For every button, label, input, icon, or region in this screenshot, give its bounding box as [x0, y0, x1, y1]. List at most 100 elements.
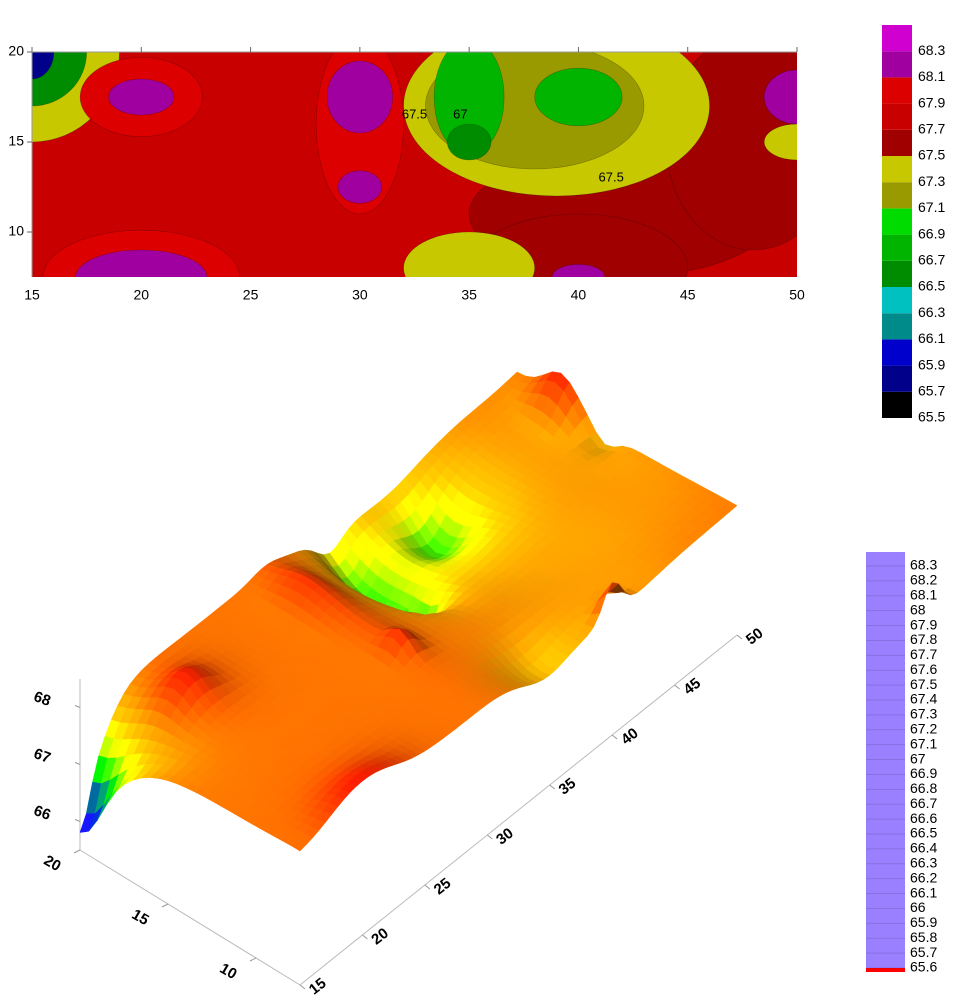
x-tick-label: 50 [743, 625, 767, 649]
z-tick-label: 66 [31, 802, 52, 824]
colorbar-band [882, 25, 912, 52]
colorbar-label: 66.8 [910, 780, 937, 796]
colorbar-label: 67.5 [910, 676, 937, 692]
x-tick [549, 784, 556, 790]
colorbar-label: 66.1 [918, 330, 945, 346]
axis-line [299, 634, 738, 986]
colorbar-label: 65.5 [918, 409, 945, 425]
contour-region [763, 123, 797, 161]
x-tick-label: 30 [352, 287, 368, 303]
colorbar-label: 67 [910, 750, 926, 766]
x-tick-label: 15 [306, 975, 330, 995]
x-tick-label: 15 [24, 287, 40, 303]
colorbar-band [882, 391, 912, 418]
colorbar-band [882, 129, 912, 156]
x-tick-label: 20 [368, 925, 392, 949]
colorbar-label: 67.7 [910, 646, 937, 662]
colorbar-band [882, 51, 912, 78]
colorbar-label: 66.4 [910, 840, 937, 856]
y-tick-label: 10 [8, 223, 24, 239]
colorbar-label: 66.9 [910, 765, 937, 781]
colorbar-label: 68 [910, 601, 926, 617]
contour-region [763, 69, 797, 125]
contour-region [108, 78, 175, 116]
colorbar-label: 67.1 [918, 199, 945, 215]
y-tick-label: 15 [129, 906, 152, 929]
colorbar-band [882, 260, 912, 287]
colorbar-label: 67.3 [910, 706, 937, 722]
colorbar-label: 66.1 [910, 884, 937, 900]
y-tick [249, 957, 257, 962]
colorbar-band [882, 182, 912, 209]
z-tick [74, 762, 81, 765]
x-tick [674, 684, 680, 690]
x-tick-label: 40 [571, 287, 587, 303]
x-tick [299, 984, 306, 990]
colorbar-band [882, 77, 912, 104]
x-tick-label: 35 [556, 775, 580, 799]
colorbar-label: 66.3 [910, 854, 937, 870]
colorbar-label: 65.6 [910, 959, 937, 975]
y-tick-label: 20 [8, 43, 24, 59]
colorbar-band [882, 103, 912, 130]
colorbar-label: 68.1 [910, 586, 937, 602]
colorbar-band [882, 208, 912, 235]
x-tick-label: 35 [461, 287, 477, 303]
colorbar-label: 66.6 [910, 810, 937, 826]
colorbar-band [882, 365, 912, 392]
x-tick [424, 884, 431, 890]
colorbar-label: 67.9 [910, 616, 937, 632]
x-tick-label: 40 [618, 725, 642, 749]
colorbar-label: 66.7 [918, 252, 945, 268]
x-tick-label: 25 [431, 875, 455, 899]
colorbar-label: 65.9 [910, 914, 937, 930]
contour-field: 67.5 67 67.5 [32, 52, 797, 277]
y-tick-label: 10 [217, 960, 240, 983]
colorbar-label: 66.9 [918, 225, 945, 241]
x-tick-label: 45 [680, 287, 696, 303]
colorbar-label: 67.9 [918, 94, 945, 110]
contour-region [403, 231, 535, 277]
x-tick [736, 634, 743, 640]
contour-region [32, 52, 55, 80]
x-tick [611, 734, 618, 740]
surface-patch [290, 839, 307, 852]
colorbar-band [882, 339, 912, 366]
z-tick-label: 67 [31, 745, 52, 767]
colorbar-label: 67.2 [910, 720, 937, 736]
contour-region [446, 123, 492, 161]
contour-region [75, 249, 208, 277]
contour-region [551, 264, 605, 277]
colorbar-label: 68.3 [910, 557, 937, 573]
colorbar-label: 65.7 [910, 944, 937, 960]
colorbar-label: 66.3 [918, 304, 945, 320]
colorbar-label: 67.8 [910, 631, 937, 647]
contour-region [326, 60, 393, 134]
colorbar-label: 67.4 [910, 691, 937, 707]
colorbar-label: 66.5 [918, 278, 945, 294]
x-tick-label: 25 [243, 287, 259, 303]
colorbar-label: 66.2 [910, 869, 937, 885]
colorbar-label: 68.3 [918, 42, 945, 58]
colorbar-label: 67.7 [918, 121, 945, 137]
z-tick [74, 705, 81, 708]
colorbar-label: 68.2 [910, 572, 937, 588]
y-tick-label: 15 [8, 133, 24, 149]
colorbar-band [882, 156, 912, 183]
contour-label: 67 [453, 106, 467, 121]
contour-label: 67.5 [402, 106, 427, 121]
colorbar-band [882, 234, 912, 261]
surface [79, 371, 738, 852]
contour-label: 67.5 [599, 169, 624, 184]
colorbar-label: 65.8 [910, 929, 937, 945]
x-tick-label: 30 [493, 825, 517, 849]
colorbar-label: 65.9 [918, 356, 945, 372]
contour-region [534, 67, 623, 127]
contour-region [337, 170, 383, 204]
z-tick-label: 68 [31, 688, 52, 710]
y-tick [161, 903, 169, 908]
colorbar-label: 67.6 [910, 661, 937, 677]
x-tick [362, 934, 368, 940]
